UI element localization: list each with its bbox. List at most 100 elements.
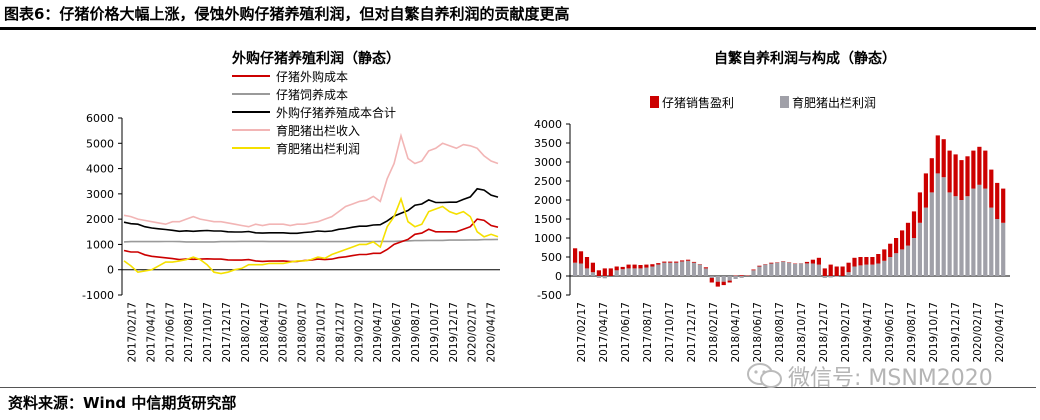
y-tick-label: -500	[537, 289, 562, 302]
bar-segment	[911, 211, 917, 238]
x-tick-label: 2020/04/17	[486, 302, 498, 363]
bar-segment	[608, 268, 613, 276]
bar-segment	[697, 264, 702, 276]
y-tick-label: 4000	[534, 118, 562, 131]
legend-label: 仔猪销售盈利	[662, 95, 734, 110]
y-tick-label: 3000	[86, 188, 114, 201]
bar-segment	[965, 196, 970, 276]
bar-segment	[864, 257, 869, 265]
bar-segment	[787, 262, 792, 276]
bar-segment	[816, 264, 821, 276]
x-tick-label: 2018/10/17	[796, 302, 808, 363]
bar-segment	[715, 281, 720, 287]
bar-segment	[953, 154, 958, 197]
bar-segment	[638, 265, 643, 269]
bar-segment	[590, 262, 595, 273]
x-tick-label: 2019/10/17	[429, 302, 441, 363]
bar-segment	[822, 268, 827, 276]
bar-segment	[686, 259, 691, 261]
x-tick-label: 2019/04/17	[862, 302, 874, 363]
x-tick-label: 2019/06/17	[884, 302, 896, 363]
y-tick-label: 2000	[534, 194, 562, 207]
x-tick-label: 2019/02/17	[840, 302, 852, 363]
bar-segment	[757, 266, 762, 276]
bar-segment	[1001, 222, 1006, 276]
bar-segment	[923, 173, 928, 208]
bar-segment	[614, 270, 619, 276]
bar-segment	[995, 219, 1000, 276]
bar-segment	[935, 135, 940, 174]
bar-segment	[911, 238, 917, 276]
bar-segment	[727, 280, 732, 283]
bar-segment	[977, 146, 982, 185]
bar-segment	[870, 257, 875, 265]
bar-segment	[983, 188, 988, 276]
series-line	[123, 196, 499, 275]
x-tick-label: 2019/10/17	[928, 302, 940, 363]
x-tick-label: 2019/12/17	[448, 302, 460, 363]
bar-segment	[876, 254, 881, 264]
x-tick-label: 2018/08/17	[297, 302, 309, 363]
x-tick-label: 2018/08/17	[774, 302, 786, 363]
bar-segment	[662, 261, 667, 263]
series-line	[123, 132, 499, 228]
x-tick-label: 2018/02/17	[708, 302, 720, 363]
bar-segment	[858, 265, 863, 276]
bar-segment	[947, 150, 952, 193]
bar-segment	[959, 160, 964, 200]
y-tick-label: 5000	[86, 137, 114, 150]
series-line	[123, 238, 499, 243]
bar-segment	[852, 266, 857, 276]
bar-segment	[941, 177, 946, 276]
bar-segment	[983, 150, 988, 189]
x-tick-label: 2019/02/17	[353, 302, 365, 363]
legend-swatch	[650, 96, 659, 108]
bar-segment	[953, 196, 958, 276]
bar-segment	[929, 158, 934, 193]
x-tick-label: 2018/12/17	[818, 302, 830, 363]
bar-segment	[769, 262, 774, 264]
bar-segment	[882, 260, 887, 276]
bar-segment	[650, 266, 655, 276]
bar-segment	[709, 277, 714, 283]
bar-segment	[947, 192, 952, 276]
bar-segment	[584, 268, 590, 276]
bar-segment	[632, 264, 637, 269]
x-tick-label: 2020/02/17	[972, 302, 984, 363]
bar-segment	[834, 276, 839, 277]
bar-segment	[662, 262, 667, 276]
bar-segment	[798, 263, 804, 276]
x-tick-label: 2018/06/17	[752, 302, 764, 363]
bar-segment	[894, 253, 899, 276]
bar-segment	[727, 276, 732, 281]
x-tick-label: 2017/02/17	[126, 302, 138, 363]
x-tick-label: 2017/08/17	[183, 302, 195, 363]
bar-segment	[840, 266, 845, 276]
bar-segment	[578, 251, 584, 264]
x-tick-label: 2018/02/17	[240, 302, 252, 363]
x-tick-label: 2017/06/17	[620, 302, 632, 363]
bar-segment	[709, 276, 714, 278]
series-line	[123, 187, 499, 235]
x-tick-label: 2018/04/17	[730, 302, 742, 363]
bar-segment	[584, 257, 590, 269]
bar-segment	[917, 192, 922, 223]
y-tick-label: 3500	[534, 137, 562, 150]
bar-segment	[965, 156, 970, 197]
watermark: 微信号: MSNM2020	[788, 366, 993, 391]
bar-segment	[846, 272, 851, 276]
bar-segment	[573, 262, 578, 276]
bar-segment	[977, 184, 982, 276]
bar-segment	[816, 257, 821, 265]
bar-segment	[905, 245, 911, 276]
bar-segment	[900, 249, 905, 276]
legend-label: 仔猪外购成本	[276, 69, 348, 84]
bar-segment	[923, 207, 928, 276]
bar-segment	[905, 222, 911, 246]
y-tick-label: 6000	[86, 112, 114, 125]
bar-segment	[810, 259, 815, 264]
bar-segment	[775, 262, 780, 276]
x-tick-label: 2018/12/17	[334, 302, 346, 363]
y-tick-label: 1000	[534, 232, 562, 245]
bar-segment	[680, 260, 685, 262]
